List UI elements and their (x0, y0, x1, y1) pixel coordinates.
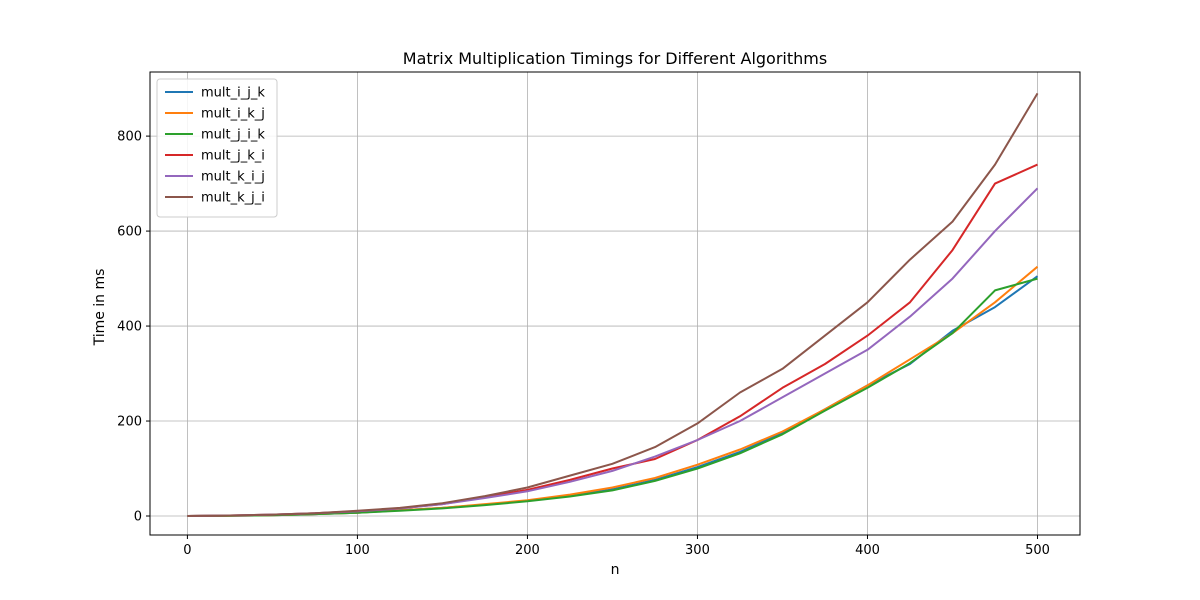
x-tick-label: 0 (183, 543, 191, 558)
legend: mult_i_j_k mult_i_k_j mult_j_i_k mult_j_k_i… (156, 78, 278, 218)
series-line-mult_j_i_k (187, 277, 1038, 517)
y-tick-label: 600 (117, 225, 142, 240)
series-line-mult_k_i_j (187, 187, 1039, 517)
x-tick-label: 300 (685, 543, 710, 558)
legend-label-mult_j_i_k: mult_j_i_k (201, 128, 265, 143)
series-line-mult_k_j_i (187, 92, 1039, 517)
x-tick-label: 400 (855, 543, 880, 558)
legend-label-mult_k_j_i: mult_k_j_i (201, 191, 265, 206)
series-line-mult_i_j_k (187, 275, 1039, 517)
ticks: 0 100 200 300 400 500 0 200 400 600 800 (117, 130, 1050, 558)
plot-frame (149, 71, 1081, 536)
legend-label-mult_j_k_i: mult_j_k_i (201, 149, 265, 164)
x-tick-label: 200 (515, 543, 540, 558)
series-group (187, 92, 1039, 517)
x-tick-label: 500 (1025, 543, 1050, 558)
legend-label-mult_i_k_j: mult_i_k_j (201, 107, 265, 122)
grid (150, 72, 1080, 535)
legend-label-mult_k_i_j: mult_k_i_j (201, 170, 265, 185)
x-tick-label: 100 (345, 543, 370, 558)
y-axis-label: Time in ms (92, 269, 108, 347)
y-tick-label: 200 (117, 415, 142, 430)
y-tick-label: 400 (117, 320, 142, 335)
x-axis-label: n (611, 562, 620, 578)
legend-label-mult_i_j_k: mult_i_j_k (201, 86, 265, 101)
y-tick-label: 0 (134, 510, 142, 525)
series-line-mult_i_k_j (187, 265, 1039, 517)
chart-title: Matrix Multiplication Timings for Differ… (403, 49, 827, 68)
y-tick-label: 800 (117, 130, 142, 145)
